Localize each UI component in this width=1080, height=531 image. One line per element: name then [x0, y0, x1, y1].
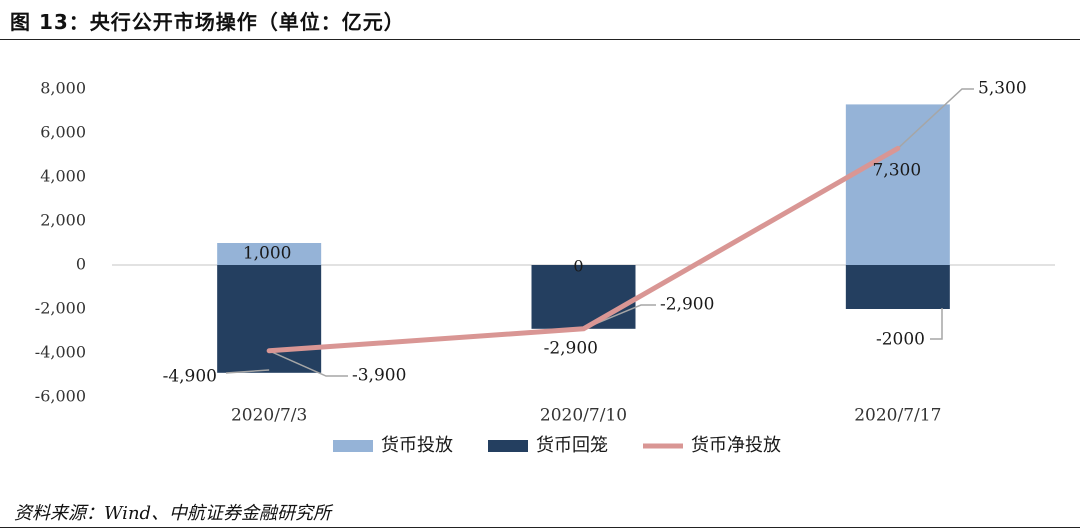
y-axis: 8,000 6,000 4,000 2,000 0 -2,000 -4,000 -6,000 [35, 79, 86, 406]
y-tick-label: 0 [76, 255, 86, 274]
y-tick-label: -6,000 [35, 387, 86, 406]
bars [217, 104, 950, 373]
leader-line [583, 304, 656, 330]
y-tick-label: 6,000 [40, 123, 86, 142]
bar-withdraw [217, 265, 322, 373]
source-note: 资料来源：Wind、中航证券金融研究所 [14, 503, 332, 524]
legend-swatch-withdraw [488, 440, 528, 452]
series-line-net [266, 145, 901, 354]
bar-inject [845, 104, 950, 266]
figure-title: 图 13：央行公开市场操作（单位：亿元） [10, 10, 405, 34]
data-label-withdraw: -2000 [876, 330, 925, 350]
bar-withdraw [845, 265, 950, 309]
x-axis: 2020/7/3 2020/7/10 2020/7/17 [231, 406, 941, 426]
y-tick-label: 2,000 [40, 211, 86, 230]
bar-inject [217, 243, 322, 265]
legend: 货币投放 货币回笼 货币净投放 [333, 435, 781, 456]
legend-label-inject: 货币投放 [381, 435, 453, 456]
footer-rule [0, 527, 1080, 528]
y-tick-label: 4,000 [40, 167, 86, 186]
y-tick-label: -4,000 [35, 343, 86, 362]
label-leader-lines [225, 88, 974, 377]
data-label-net: -2,900 [660, 295, 714, 315]
legend-label-net: 货币净投放 [691, 435, 781, 456]
x-tick-label: 2020/7/10 [540, 406, 627, 426]
leader-line [930, 308, 943, 340]
data-label-net: 5,300 [978, 79, 1027, 99]
x-tick-label: 2020/7/3 [231, 406, 307, 426]
data-label-withdraw: -4,900 [163, 367, 217, 387]
chart: 8,0006,0004,0002,0000-2,000-4,000-6,000 … [35, 79, 1055, 456]
leader-line [897, 88, 974, 149]
y-tick-label: 8,000 [40, 79, 86, 98]
title-rule [0, 39, 1080, 40]
legend-swatch-inject [333, 440, 373, 452]
leader-line [268, 350, 348, 377]
data-labels: 1,000 0 7,300 -4,900 -2,900 -2000 -3,900 -2,900… [163, 79, 1027, 387]
data-label-inject: 1,000 [243, 244, 292, 264]
data-label-inject: 7,300 [872, 161, 921, 181]
data-label-inject: 0 [573, 257, 583, 276]
data-label-withdraw: -2,900 [544, 339, 598, 359]
leader-line [225, 369, 270, 374]
bar-withdraw [531, 265, 636, 329]
x-tick-label: 2020/7/17 [854, 406, 941, 426]
legend-label-withdraw: 货币回笼 [536, 435, 608, 456]
y-tick-label: -2,000 [35, 299, 86, 318]
data-label-net: -3,900 [352, 366, 406, 386]
